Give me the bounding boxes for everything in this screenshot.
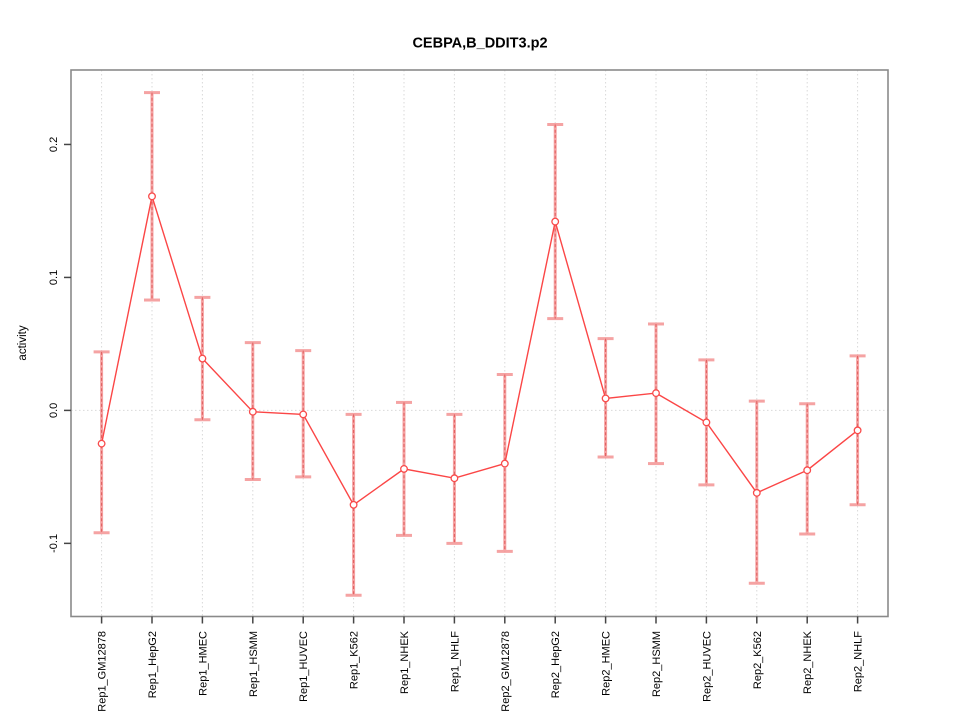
data-point	[198, 354, 207, 363]
x-tick-label: Rep1_HMEC	[197, 631, 209, 696]
x-tick-label: Rep1_HUVEC	[298, 631, 310, 702]
data-point	[853, 426, 862, 435]
x-tick-label: Rep2_HUVEC	[701, 631, 713, 702]
data-point	[400, 464, 408, 473]
x-tick-label: Rep2_GM12878	[500, 631, 512, 712]
data-point	[349, 500, 358, 509]
data-series-layer	[93, 91, 866, 597]
axis-layer: -0.1 0.0 0.1 0.2 Rep1_GM12878 Rep1_HepG2 Rep1_…	[48, 69, 889, 712]
series-line	[100, 196, 859, 506]
data-point	[248, 407, 257, 416]
plot-frame	[70, 69, 889, 618]
data-point	[450, 474, 459, 483]
y-tick-label: 0.0	[48, 403, 60, 418]
data-point	[803, 466, 812, 475]
x-tick-label: Rep1_HepG2	[147, 631, 159, 698]
x-tick-label: Rep2_HepG2	[550, 631, 562, 698]
x-tick-label: Rep1_HSMM	[248, 631, 260, 697]
data-point	[702, 418, 711, 427]
x-tick-label: Rep1_NHEK	[399, 630, 411, 694]
data-point	[148, 192, 156, 201]
data-point	[551, 217, 560, 226]
x-tick-label: Rep1_NHLF	[449, 631, 461, 692]
data-point	[601, 394, 610, 403]
data-point	[652, 389, 660, 398]
data-point	[299, 410, 308, 419]
x-tick-label: Rep2_HSMM	[651, 631, 663, 697]
chart-title: CEBPA,B_DDIT3.p2	[412, 36, 547, 52]
data-point	[752, 488, 761, 497]
x-tick-label: Rep2_K562	[752, 631, 764, 689]
data-point	[97, 439, 106, 448]
y-tick-label: 0.2	[48, 137, 60, 152]
x-tick-label: Rep1_GM12878	[97, 631, 109, 712]
x-tick-label: Rep2_HMEC	[601, 631, 613, 696]
x-tick-label: Rep2_NHEK	[802, 630, 814, 694]
y-tick-label: 0.1	[48, 270, 60, 285]
y-tick-label: -0.1	[48, 534, 60, 553]
grid-layer	[71, 70, 888, 617]
data-point	[500, 459, 509, 468]
x-tick-label: Rep2_NHLF	[853, 631, 865, 692]
y-axis-title: activity	[17, 325, 29, 360]
x-tick-label: Rep1_K562	[349, 631, 361, 689]
